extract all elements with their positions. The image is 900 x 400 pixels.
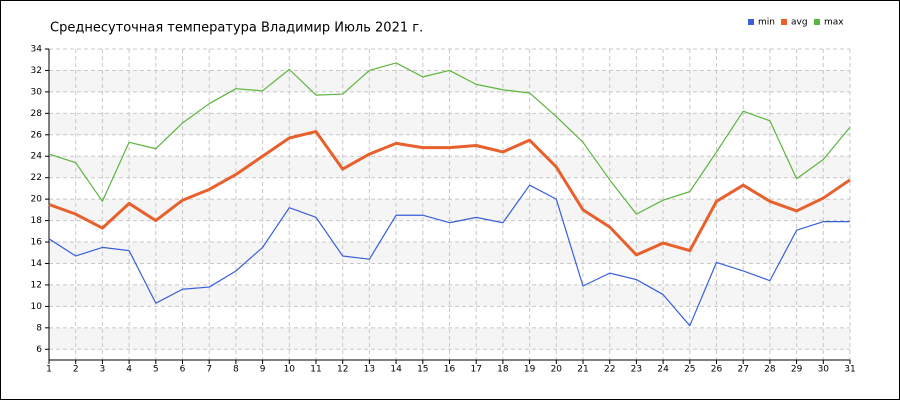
band	[49, 156, 850, 178]
band	[49, 199, 850, 221]
y-tick-label: 34	[31, 45, 43, 55]
x-tick-label: 14	[390, 365, 402, 375]
band	[49, 70, 850, 92]
y-tick-label: 10	[31, 302, 43, 312]
legend-label: avg	[791, 18, 808, 28]
legend-label: min	[758, 18, 775, 28]
y-tick-label: 22	[31, 173, 42, 183]
series-line	[48, 130, 851, 257]
y-tick-label: 16	[31, 238, 43, 248]
x-tick-label: 12	[337, 365, 348, 375]
y-tick-label: 24	[31, 152, 43, 162]
x-tick-label: 4	[126, 365, 132, 375]
x-tick-label: 7	[206, 365, 212, 375]
y-tick-label: 6	[36, 345, 42, 355]
x-tick-label: 20	[551, 365, 563, 375]
y-tick-label: 30	[31, 87, 43, 97]
x-tick-label: 9	[260, 365, 266, 375]
x-tick-label: 25	[684, 365, 695, 375]
x-tick-label: 15	[417, 365, 428, 375]
x-tick-label: 18	[497, 365, 509, 375]
legend-label: max	[824, 18, 844, 28]
x-tick-label: 6	[180, 365, 186, 375]
y-tick-label: 14	[31, 259, 43, 269]
x-tick-label: 13	[364, 365, 375, 375]
x-tick-label: 21	[577, 365, 588, 375]
x-tick-label: 10	[284, 365, 296, 375]
x-tick-label: 2	[73, 365, 79, 375]
y-tick-label: 18	[31, 216, 43, 226]
x-tick-label: 17	[470, 365, 481, 375]
x-tick-label: 29	[791, 365, 803, 375]
series-line	[48, 62, 851, 215]
x-tick-label: 5	[153, 365, 159, 375]
y-tick-label: 12	[31, 280, 42, 290]
y-tick-label: 20	[31, 195, 43, 205]
x-tick-label: 11	[310, 365, 321, 375]
x-tick-label: 27	[737, 365, 748, 375]
x-tick-label: 22	[604, 365, 615, 375]
y-tick-label: 32	[31, 66, 42, 76]
x-tick-label: 24	[657, 365, 669, 375]
band	[49, 113, 850, 135]
legend-swatch	[814, 19, 820, 25]
x-tick-label: 30	[818, 365, 830, 375]
legend-swatch	[781, 19, 787, 25]
x-tick-label: 1	[46, 365, 52, 375]
x-tick-label: 26	[711, 365, 723, 375]
series-line	[48, 184, 850, 327]
x-tick-label: 8	[233, 365, 239, 375]
y-tick-label: 28	[31, 109, 43, 119]
legend-swatch	[748, 19, 754, 25]
x-tick-label: 31	[844, 365, 855, 375]
x-tick-label: 16	[444, 365, 456, 375]
chart-title: Среднесуточная температура Владимир Июль…	[50, 21, 423, 36]
y-tick-label: 8	[36, 323, 42, 333]
y-tick-label: 26	[31, 130, 43, 140]
x-tick-label: 19	[524, 365, 536, 375]
x-tick-label: 23	[631, 365, 642, 375]
x-tick-label: 28	[764, 365, 776, 375]
x-tick-label: 3	[100, 365, 106, 375]
